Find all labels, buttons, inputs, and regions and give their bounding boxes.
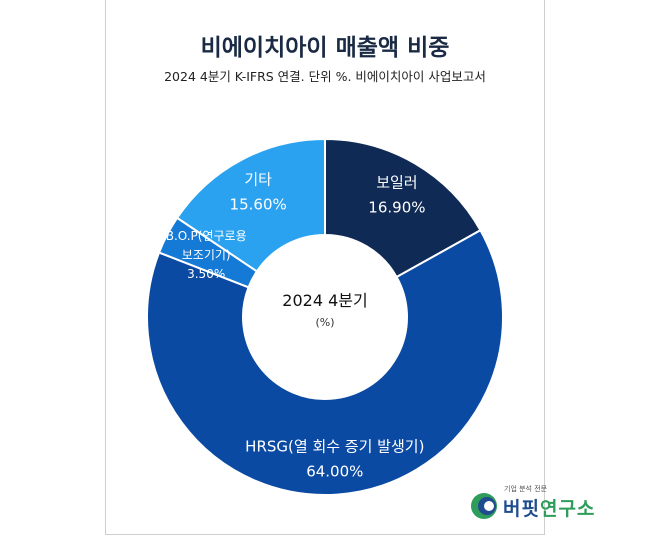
slice-1 (146, 228, 504, 496)
slice-group (146, 137, 504, 496)
slice-value-label-2: 3.50% (187, 267, 225, 281)
logo-icon (471, 493, 497, 519)
slice-label-0: 보일러 (376, 173, 417, 191)
slice-label-2: B.O.P(연구로용 (166, 229, 247, 243)
slice-label-3: 기타 (244, 170, 272, 188)
slice-value-label-0: 16.90% (368, 198, 425, 216)
logo-name: 버핏연구소 (503, 494, 595, 521)
center-sublabel: (%) (315, 316, 334, 329)
chart-subtitle: 2024 4분기 K-IFRS 연결. 단위 %. 비에이치아이 사업보고서 (164, 69, 486, 84)
center-label: 2024 4분기 (282, 291, 367, 310)
label-group: 보일러 16.90% HRSG(열 회수 증기 발생기) 64.00% B.O.P(연구… (166, 170, 426, 480)
logo-name-a: 버핏 (503, 498, 540, 520)
chart-title: 비에이치아이 매출액 비중 (200, 35, 450, 61)
slice-3 (175, 137, 326, 273)
slice-value-label-1: 64.00% (306, 462, 363, 480)
slice-label-2: 보조기기) (182, 248, 231, 262)
slice-0 (324, 137, 482, 279)
logo-name-b: 연구소 (539, 498, 596, 520)
slice-value-label-3: 15.60% (230, 195, 287, 213)
logo-tagline: 기업 분석 전문 (504, 485, 548, 493)
slice-label-1: HRSG(열 회수 증기 발생기) (245, 437, 424, 455)
